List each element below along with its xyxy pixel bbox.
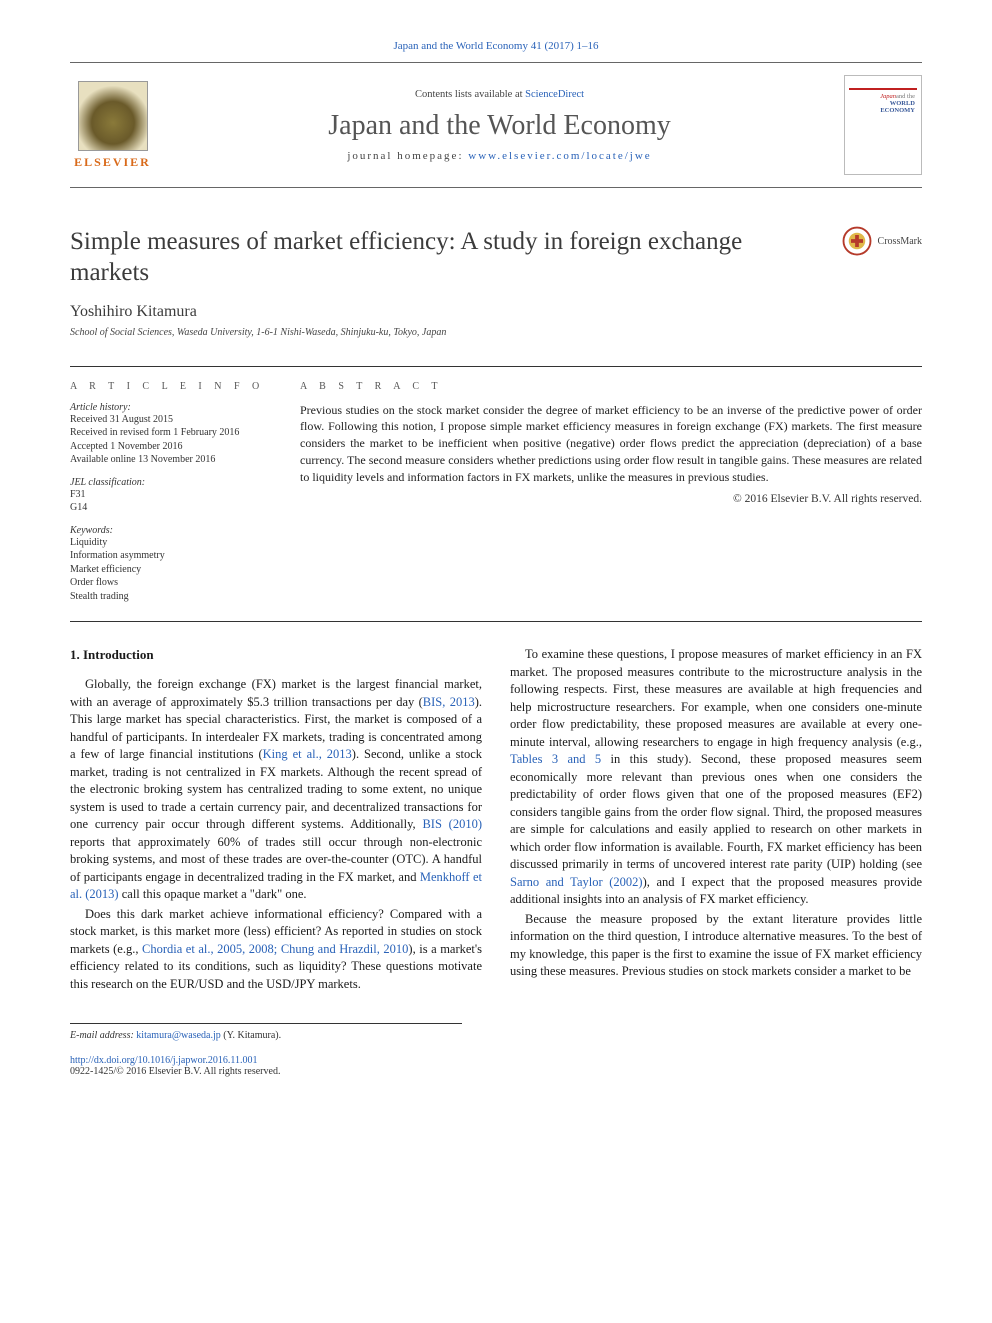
- citation-link[interactable]: Tables 3 and 5: [510, 752, 601, 766]
- contents-prefix: Contents lists available at: [415, 89, 525, 100]
- abstract-heading: A B S T R A C T: [300, 381, 922, 392]
- keywords-label: Keywords:: [70, 525, 270, 536]
- keyword: Stealth trading: [70, 590, 270, 604]
- running-head-link[interactable]: Japan and the World Economy 41 (2017) 1–…: [393, 40, 598, 52]
- article-title: Simple measures of market efficiency: A …: [70, 226, 824, 289]
- body-text: To examine these questions, I propose me…: [510, 647, 922, 749]
- body-paragraph: Does this dark market achieve informatio…: [70, 906, 482, 994]
- journal-homepage: journal homepage: www.elsevier.com/locat…: [175, 150, 824, 162]
- body-paragraph: To examine these questions, I propose me…: [510, 646, 922, 909]
- section-heading: 1. Introduction: [70, 646, 482, 664]
- issn-copyright: 0922-1425/© 2016 Elsevier B.V. All right…: [70, 1066, 922, 1077]
- homepage-link[interactable]: www.elsevier.com/locate/jwe: [468, 150, 651, 162]
- abstract-text: Previous studies on the stock market con…: [300, 402, 922, 486]
- body-text: Globally, the foreign exchange (FX) mark…: [70, 677, 482, 709]
- jel-label: JEL classification:: [70, 477, 270, 488]
- keyword: Information asymmetry: [70, 549, 270, 563]
- body-paragraph: Because the measure proposed by the exta…: [510, 911, 922, 981]
- keyword: Liquidity: [70, 536, 270, 550]
- cover-economy: ECONOMY: [880, 107, 915, 114]
- doi-line: http://dx.doi.org/10.1016/j.japwor.2016.…: [70, 1055, 922, 1066]
- history-line: Received in revised form 1 February 2016: [70, 426, 270, 440]
- journal-header: ELSEVIER Contents lists available at Sci…: [70, 62, 922, 188]
- journal-title: Japan and the World Economy: [175, 110, 824, 142]
- elsevier-label: ELSEVIER: [74, 155, 151, 170]
- abstract-copyright: © 2016 Elsevier B.V. All rights reserved…: [300, 493, 922, 505]
- keyword: Order flows: [70, 576, 270, 590]
- history-label: Article history:: [70, 402, 270, 413]
- author-email-link[interactable]: kitamura@waseda.jp: [136, 1030, 220, 1041]
- citation-link[interactable]: King et al., 2013: [263, 747, 352, 761]
- email-label: E-mail address:: [70, 1030, 136, 1041]
- journal-cover-thumb: Japanand the WORLD ECONOMY: [844, 75, 922, 175]
- email-suffix: (Y. Kitamura).: [221, 1030, 281, 1041]
- body-columns: 1. Introduction Globally, the foreign ex…: [70, 646, 922, 993]
- history-line: Received 31 August 2015: [70, 413, 270, 427]
- citation-link[interactable]: Sarno and Taylor (2002): [510, 875, 643, 889]
- abstract-block: A B S T R A C T Previous studies on the …: [300, 381, 922, 604]
- sciencedirect-link[interactable]: ScienceDirect: [525, 89, 584, 100]
- crossmark-label: CrossMark: [878, 236, 922, 247]
- elsevier-tree-icon: [78, 81, 148, 151]
- body-paragraph: Globally, the foreign exchange (FX) mark…: [70, 676, 482, 904]
- history-line: Accepted 1 November 2016: [70, 440, 270, 454]
- citation-link[interactable]: BIS (2010): [422, 817, 482, 831]
- homepage-label: journal homepage:: [347, 150, 468, 162]
- citation-link[interactable]: Chordia et al., 2005, 2008; Chung and Hr…: [142, 942, 408, 956]
- jel-code: G14: [70, 501, 270, 515]
- author-name: Yoshihiro Kitamura: [70, 303, 922, 321]
- keyword: Market efficiency: [70, 563, 270, 577]
- article-info-heading: A R T I C L E I N F O: [70, 381, 270, 392]
- footnote-block: E-mail address: kitamura@waseda.jp (Y. K…: [70, 1023, 462, 1041]
- author-affiliation: School of Social Sciences, Waseda Univer…: [70, 327, 922, 338]
- body-text: in this study). Second, these proposed m…: [510, 752, 922, 871]
- history-line: Available online 13 November 2016: [70, 453, 270, 467]
- article-info-block: A R T I C L E I N F O Article history: R…: [70, 381, 270, 604]
- doi-link[interactable]: http://dx.doi.org/10.1016/j.japwor.2016.…: [70, 1055, 258, 1066]
- contents-line: Contents lists available at ScienceDirec…: [175, 89, 824, 100]
- crossmark-badge[interactable]: CrossMark: [842, 226, 922, 256]
- body-text: call this opaque market a "dark" one.: [119, 887, 307, 901]
- elsevier-logo: ELSEVIER: [70, 78, 155, 173]
- crossmark-icon: [842, 226, 872, 256]
- running-head: Japan and the World Economy 41 (2017) 1–…: [70, 40, 922, 52]
- citation-link[interactable]: BIS, 2013: [423, 695, 475, 709]
- jel-code: F31: [70, 488, 270, 502]
